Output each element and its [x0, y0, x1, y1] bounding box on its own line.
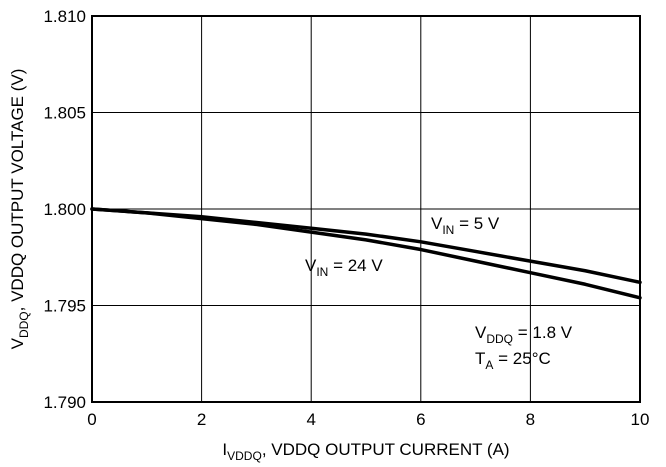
- condition-ta-suffix: = 25°C: [493, 349, 550, 368]
- series-label-vin-24v-sub: IN: [316, 265, 328, 279]
- y-axis-label-sub: DDQ: [17, 311, 31, 338]
- series-label-vin-5v-prefix: V: [431, 214, 443, 233]
- x-tick-label-1: 2: [197, 410, 206, 429]
- x-tick-label-0: 0: [87, 410, 96, 429]
- x-tick-labels: 0 2 4 6 8 10: [87, 410, 649, 429]
- series-group: [90, 207, 642, 300]
- condition-ta-prefix: T: [475, 349, 485, 368]
- y-tick-label-4: 1.810: [43, 7, 86, 26]
- condition-vddq-sub: DDQ: [486, 332, 513, 346]
- x-axis-label-suffix: , VDDQ OUTPUT CURRENT (A): [262, 440, 510, 459]
- x-axis-label: IVDDQ, VDDQ OUTPUT CURRENT (A): [222, 440, 509, 463]
- y-axis-label-suffix: , VDDQ OUTPUT VOLTAGE (V): [8, 69, 27, 312]
- x-tick-label-2: 4: [306, 410, 315, 429]
- series-label-vin-5v: VIN = 5 V: [431, 214, 500, 237]
- series-line-vin24: [90, 207, 642, 300]
- y-tick-label-0: 1.790: [43, 393, 86, 412]
- series-label-vin-24v: VIN = 24 V: [305, 256, 383, 279]
- x-tick-label-3: 6: [416, 410, 425, 429]
- grid-lines-y: [92, 15, 640, 403]
- series-label-vin-24v-suffix: = 24 V: [328, 256, 383, 275]
- x-axis-label-prefix: I: [222, 440, 227, 459]
- condition-vddq: VDDQ = 1.8 V: [475, 323, 573, 346]
- condition-vddq-suffix: = 1.8 V: [513, 323, 573, 342]
- x-tick-label-5: 10: [631, 410, 650, 429]
- series-label-vin-5v-suffix: = 5 V: [454, 214, 500, 233]
- x-axis-label-sub: VDDQ: [227, 449, 262, 463]
- y-tick-label-1: 1.795: [43, 297, 86, 316]
- y-tick-label-2: 1.800: [43, 200, 86, 219]
- condition-vddq-prefix: V: [475, 323, 487, 342]
- condition-ta-sub: A: [485, 358, 493, 372]
- y-tick-labels: 1.790 1.795 1.800 1.805 1.810: [43, 7, 86, 412]
- y-axis-label: VDDQ, VDDQ OUTPUT VOLTAGE (V): [8, 69, 31, 350]
- y-axis-label-prefix: V: [8, 337, 27, 349]
- series-label-vin-24v-prefix: V: [305, 256, 317, 275]
- x-tick-label-4: 8: [526, 410, 535, 429]
- series-label-vin-5v-sub: IN: [442, 223, 454, 237]
- y-tick-label-3: 1.805: [43, 104, 86, 123]
- condition-ta: TA = 25°C: [475, 349, 551, 372]
